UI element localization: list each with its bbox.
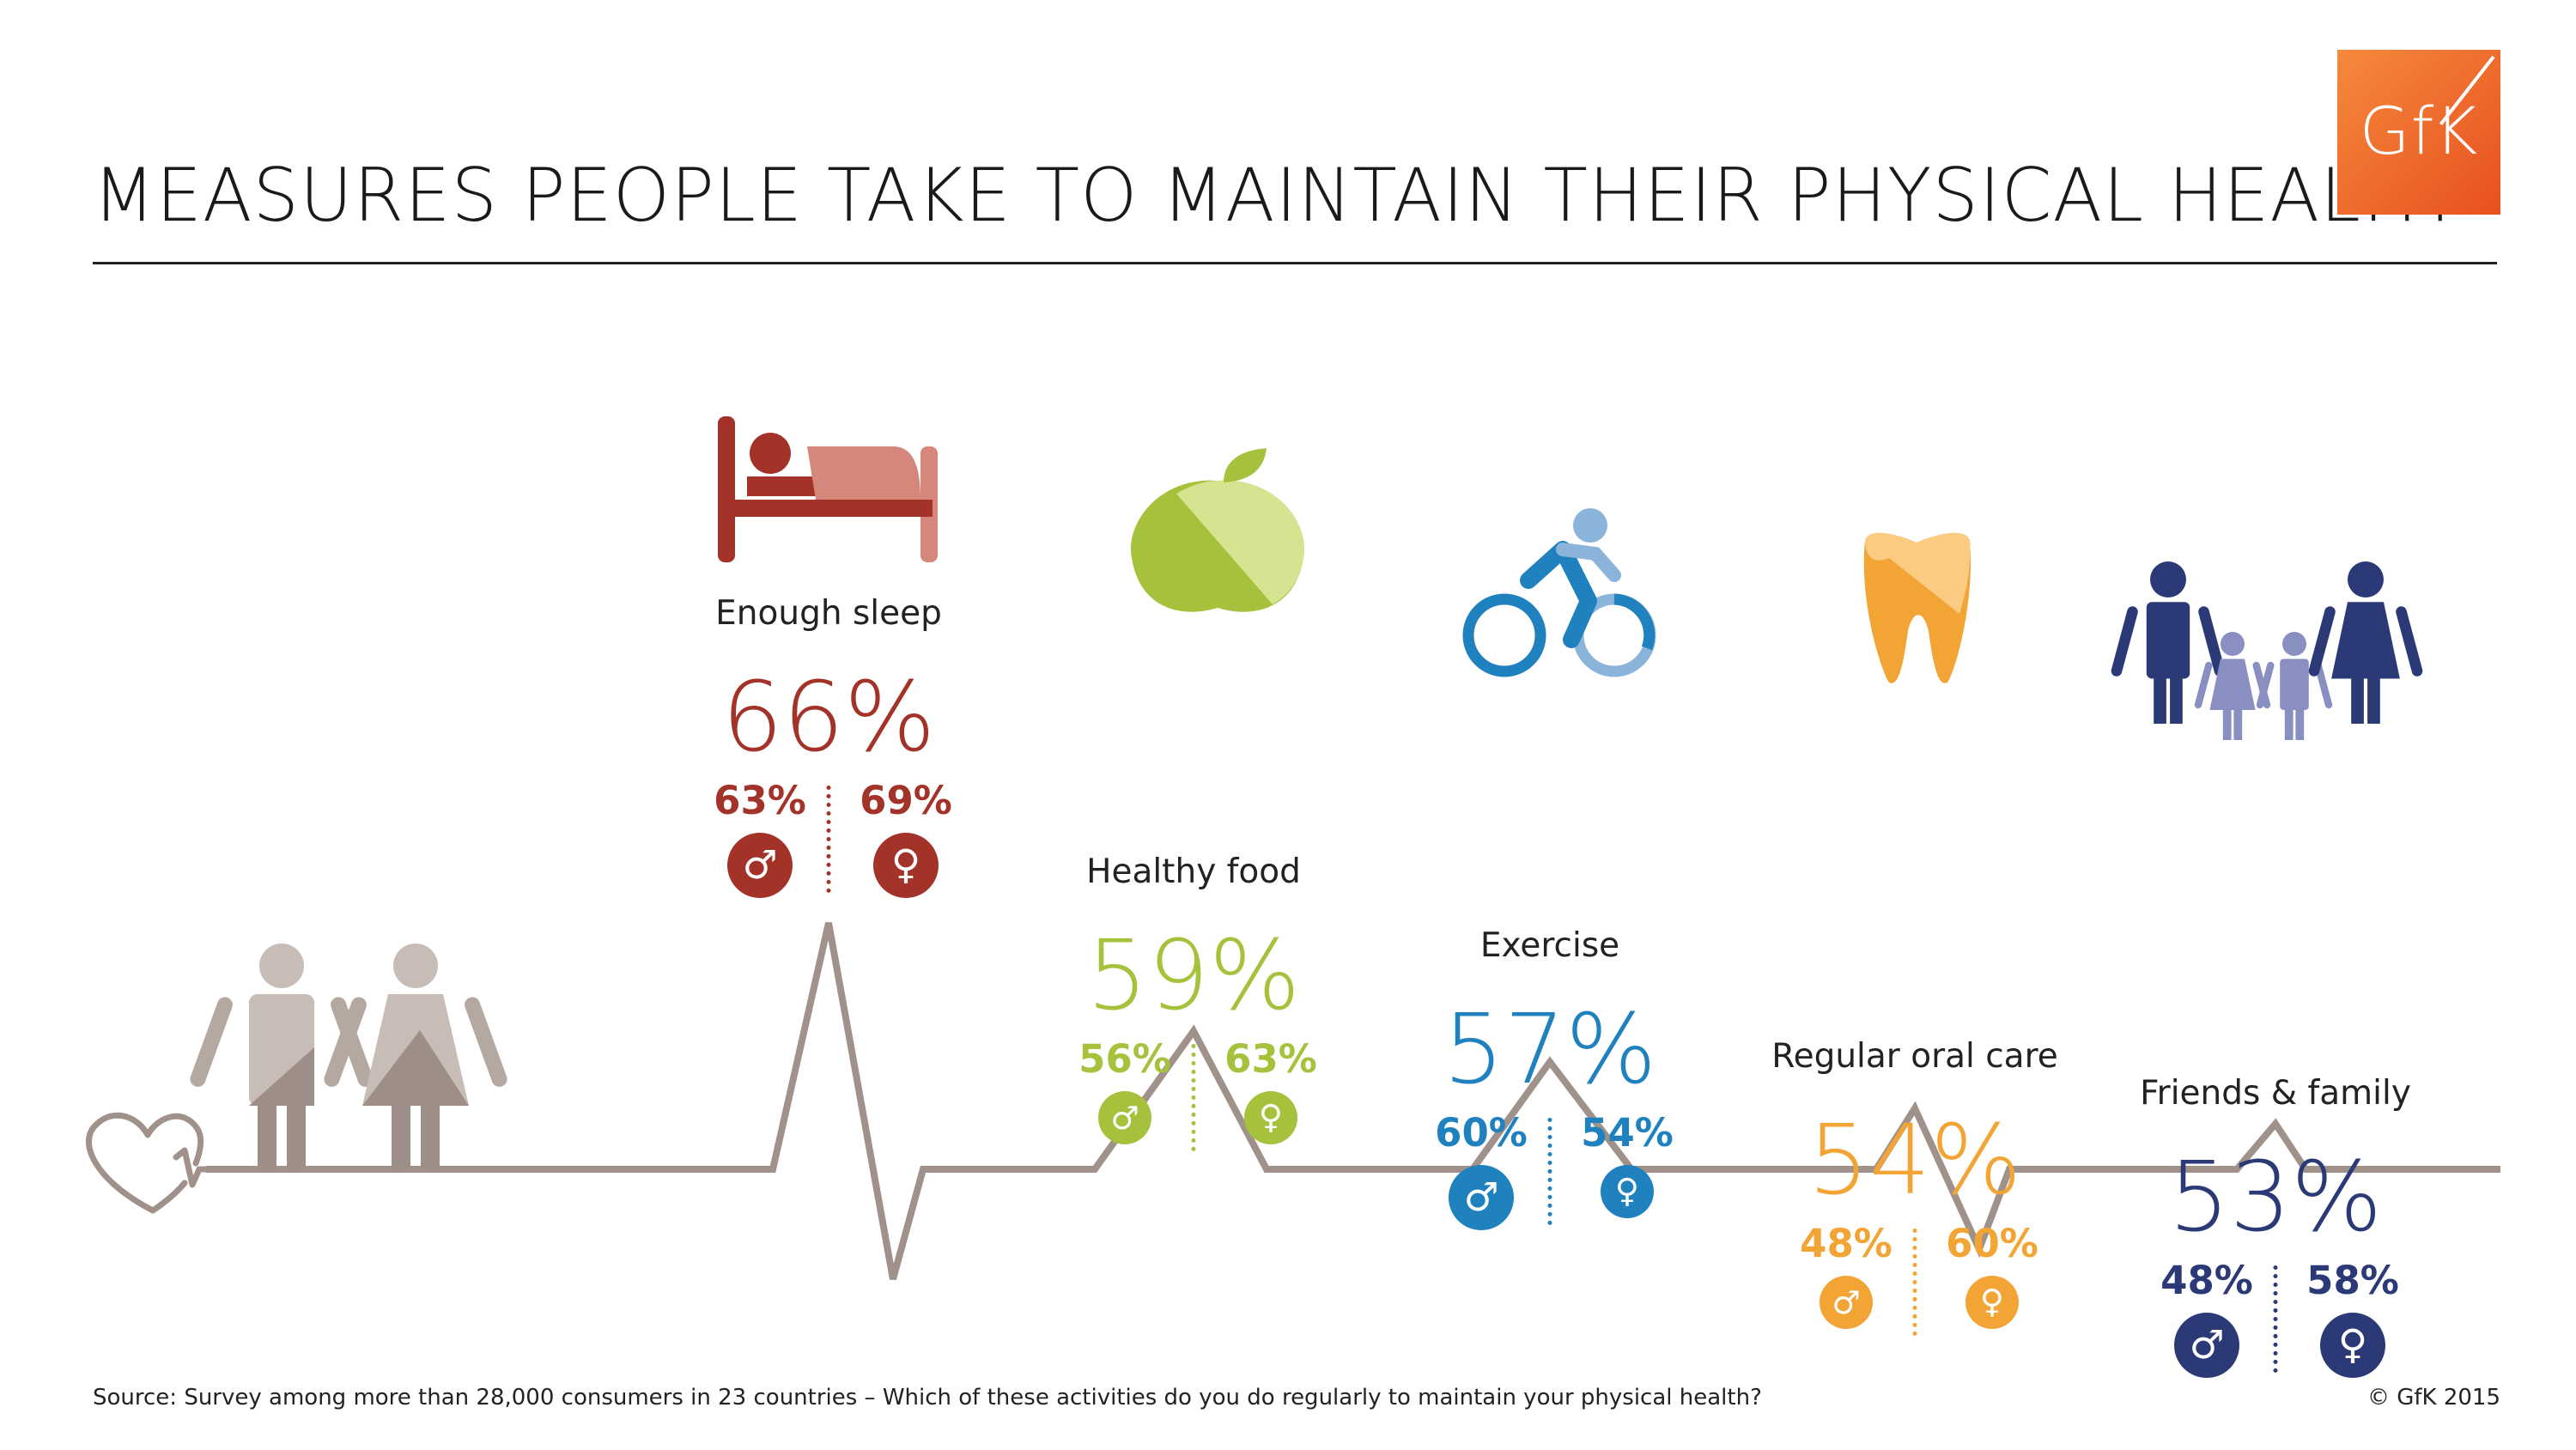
total-percent: 54% bbox=[1807, 1105, 2022, 1216]
male-symbol-icon: ♂ bbox=[727, 833, 793, 898]
category-label: Enough sleep bbox=[715, 594, 942, 633]
heart-icon bbox=[86, 1112, 210, 1214]
title-underline bbox=[93, 262, 2497, 264]
total-percent: 53% bbox=[2168, 1142, 2383, 1253]
gender-divider bbox=[2273, 1265, 2278, 1373]
female-percent: 69% bbox=[860, 778, 952, 823]
female-percent: 60% bbox=[1946, 1221, 2038, 1266]
gender-divider bbox=[1191, 1044, 1196, 1151]
female-percent: 58% bbox=[2306, 1258, 2399, 1303]
gender-divider bbox=[826, 786, 831, 893]
male-symbol-icon: ♂ bbox=[1098, 1091, 1151, 1144]
copyright: © GfK 2015 bbox=[2366, 1385, 2500, 1411]
logo-text: GfK bbox=[2359, 93, 2479, 169]
female-symbol-icon: ♀ bbox=[873, 833, 939, 898]
gender-divider bbox=[1547, 1118, 1552, 1225]
female-symbol-icon: ♀ bbox=[1244, 1091, 1297, 1144]
male-symbol-icon: ♂ bbox=[2174, 1313, 2239, 1378]
male-percent: 48% bbox=[1800, 1221, 1893, 1266]
female-percent: 54% bbox=[1581, 1110, 1674, 1156]
male-percent: 56% bbox=[1078, 1036, 1171, 1082]
tooth-icon bbox=[1863, 532, 1971, 683]
man-figure-icon bbox=[190, 943, 374, 1169]
male-percent: 63% bbox=[714, 778, 806, 823]
category-label: Regular oral care bbox=[1771, 1037, 2058, 1076]
page-title: MEASURES PEOPLE TAKE TO MAINTAIN THEIR P… bbox=[93, 153, 2452, 239]
total-percent: 57% bbox=[1443, 994, 1657, 1106]
total-percent: 66% bbox=[721, 662, 936, 774]
gfk-logo: GfK bbox=[2337, 50, 2500, 215]
male-symbol-icon: ♂ bbox=[1820, 1276, 1873, 1329]
female-percent: 63% bbox=[1224, 1036, 1317, 1082]
gender-divider bbox=[1912, 1229, 1917, 1336]
source-note: Source: Survey among more than 28,000 co… bbox=[93, 1385, 1762, 1411]
cyclist-icon bbox=[1462, 508, 1656, 677]
category-label: Exercise bbox=[1479, 926, 1620, 965]
category-label: Friends & family bbox=[2140, 1074, 2411, 1113]
total-percent: 59% bbox=[1086, 920, 1301, 1032]
male-symbol-icon: ♂ bbox=[1449, 1165, 1514, 1230]
bed-icon bbox=[718, 416, 938, 562]
category-label: Healthy food bbox=[1086, 852, 1301, 891]
female-symbol-icon: ♀ bbox=[2320, 1313, 2385, 1378]
female-symbol-icon: ♀ bbox=[1601, 1165, 1654, 1218]
woman-figure-icon bbox=[324, 943, 507, 1169]
female-symbol-icon: ♀ bbox=[1965, 1276, 2019, 1329]
ecg-line bbox=[206, 922, 2500, 1281]
male-percent: 60% bbox=[1435, 1110, 1528, 1156]
male-percent: 48% bbox=[2160, 1258, 2253, 1303]
apple-icon bbox=[1130, 448, 1305, 612]
family-icon bbox=[2111, 561, 2423, 740]
